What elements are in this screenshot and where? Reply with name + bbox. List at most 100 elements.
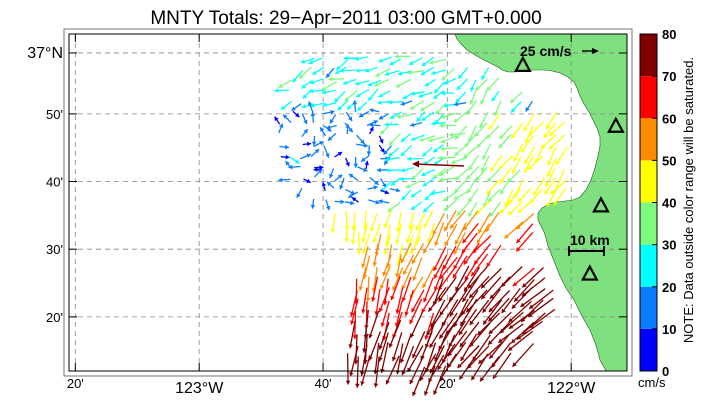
colorbar-tick-label: 70 [662,69,676,84]
current-vector [487,297,510,322]
current-vector-head [500,189,505,195]
current-vector-head [501,308,506,314]
current-vector [433,278,444,306]
current-vector-head [363,167,368,172]
current-vector-head [440,146,445,152]
current-vector-head [306,178,311,183]
colorbar-tick-label: 40 [662,196,676,211]
colorbar-segment [640,328,657,371]
current-vector [395,300,403,328]
lat-tick-label: 40' [46,175,63,190]
current-vector [380,342,389,374]
current-vector-head [440,114,446,119]
current-vector [368,331,382,361]
current-vector-head [451,159,456,164]
current-vector-head [464,287,469,292]
current-vector-head [321,86,327,91]
colorbar-tick-label: 80 [662,27,676,42]
current-vector-head [339,68,344,73]
current-vector-head [423,297,428,303]
current-vector-head [434,88,439,94]
current-vector-head [462,297,467,302]
current-vector-head [390,295,395,301]
current-vector-head [469,100,474,105]
current-vector [355,334,358,365]
current-vector [379,265,391,290]
current-vector-head [302,94,308,99]
current-vector-head [543,133,548,138]
current-vector-head [295,112,300,118]
current-vector-head [349,173,354,178]
current-vector [513,279,535,303]
current-vector-head [361,263,366,268]
current-vector [359,266,367,291]
current-vector-head [363,143,368,148]
current-vector [466,345,490,369]
current-vector [410,311,424,338]
current-vector [465,289,488,313]
current-vector [401,345,415,376]
reference-arrow-head [592,48,599,54]
current-vector-head [481,167,486,172]
current-vector-head [340,199,345,205]
colorbar-segment [640,118,657,161]
current-vector [434,332,448,362]
current-vector-head [278,177,283,183]
current-vector-head [384,190,389,195]
current-vector [492,352,512,380]
current-vector-head [482,155,487,160]
current-vector-head [411,136,416,141]
current-vector-head [375,72,380,77]
current-vector-head [378,345,383,350]
current-vector-head [468,197,473,203]
current-vector-head [396,114,401,119]
current-vector-head [525,107,530,112]
current-vector-head [295,159,300,164]
current-vector-head [443,206,449,212]
current-vector-head [441,75,447,81]
current-vector-head [450,311,454,317]
current-vector-head [379,284,385,290]
current-vector-head [326,205,331,211]
current-vector-head [349,372,354,377]
current-vector-head [400,167,406,173]
current-vector [400,334,412,364]
radar-site-triangle-icon [580,264,599,281]
current-vector-head [469,320,474,325]
current-vector-head [470,87,475,92]
lon-tick-label: 122°W [547,380,596,397]
current-vector-head [404,311,409,316]
current-vector-head [528,131,533,136]
reference-vector-label: 25 cm/s [520,43,572,59]
current-vector-head [420,106,425,111]
current-vector-head [430,322,435,328]
current-vector-head [296,193,301,198]
current-vector-head [400,151,406,157]
current-vector-head [407,156,412,162]
current-vector-head [357,106,362,111]
current-vector-head [460,356,465,361]
current-vector [439,256,458,280]
current-vector [487,321,511,346]
current-vector-head [422,182,428,187]
current-vector [477,342,503,365]
current-vector [458,308,478,336]
current-vector [388,319,402,348]
current-vector-head [403,270,408,275]
current-vector-head [303,129,308,134]
current-vector-head [412,259,416,264]
current-vector-head [437,365,442,370]
current-vector-head [429,343,434,348]
current-vector-head [317,169,323,174]
current-vector-head [408,225,413,230]
current-vector [412,331,426,359]
current-vector-head [308,101,313,106]
map-panel: 25 cm/s 10 km 20' 123°W 40' 20' 122°W 37°N 50'… [27,28,633,397]
current-vector [443,210,457,232]
current-vector-head [439,177,444,183]
current-vector [360,355,371,386]
current-vector [404,289,415,317]
current-vector-head [365,297,371,302]
current-vector-head [423,223,428,228]
current-vector-head [467,188,472,194]
